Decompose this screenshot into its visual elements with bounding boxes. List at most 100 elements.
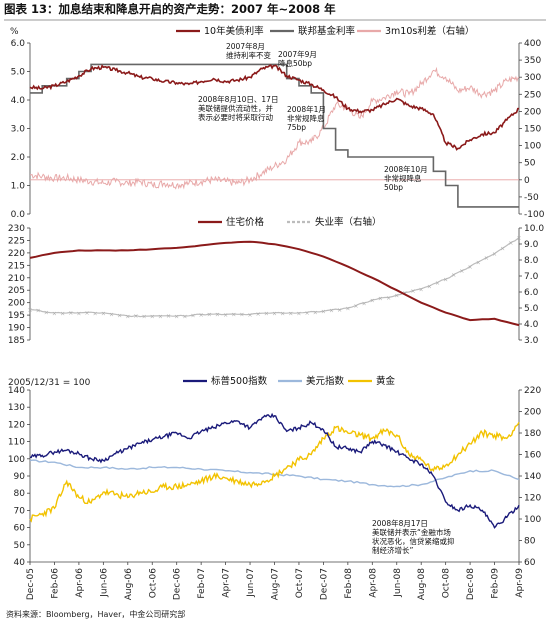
top-panel-left-tick-label: 1.0: [11, 182, 26, 192]
x-tick-label: Apr-09: [515, 568, 525, 598]
bottom-panel-left-tick-label: 40: [14, 558, 26, 568]
bottom-panel-left-tick-label: 130: [8, 403, 25, 413]
series-unemployment-marker: ×: [337, 307, 342, 314]
top-panel-left-tick-label: 5.0: [11, 68, 26, 78]
series-unemployment-marker: ×: [239, 312, 244, 319]
x-tick-label: Dec-06: [173, 568, 183, 600]
series-unemployment-marker: ×: [468, 264, 473, 271]
bottom-panel-legend-label: 标普500指数: [211, 375, 268, 387]
series-sp500-line: [29, 412, 520, 529]
x-tick-label: Dec-08: [466, 568, 476, 600]
middle-panel-legend-label: 住宅价格: [226, 216, 265, 228]
top-panel-annotation-line: 2008年10月: [384, 164, 428, 174]
middle-panel-left-tick-label: 195: [8, 311, 25, 321]
top-panel-annotation-line: 2007年9月: [278, 49, 317, 59]
series-unemployment-marker: ×: [199, 312, 204, 319]
top-panel-annotation-line: 50bp: [384, 183, 403, 192]
top-panel-annotation-line: 非常规降息: [287, 113, 325, 123]
middle-panel-right-tick-label: 10.0: [524, 224, 544, 234]
top-panel-annotation-line: 维持利率不变: [226, 50, 271, 60]
x-tick-label: Dec-07: [319, 568, 329, 600]
middle-panel-left-tick-label: 210: [8, 274, 25, 284]
bottom-panel-left-tick-label: 120: [8, 420, 25, 430]
top-panel-legend-item: 联邦基金利率: [270, 25, 356, 37]
middle-panel-right-tick-label: 5.0: [524, 304, 539, 314]
bottom-panel-legend-item: 黄金: [348, 375, 396, 387]
middle-panel-left-tick-label: 200: [8, 299, 25, 309]
x-tick-label: Jun-08: [393, 568, 403, 598]
top-panel-left-tick-label: 2.0: [11, 153, 26, 163]
series-unemployment-marker: ×: [166, 313, 171, 320]
series-unemployment-marker: ×: [101, 310, 106, 317]
series-unemployment-marker: ×: [182, 314, 187, 321]
series-unemployment-marker: ×: [329, 307, 334, 314]
series-unemployment-marker: ×: [109, 311, 114, 318]
x-tick-label: Oct-06: [148, 568, 158, 599]
middle-panel-left-tick-label: 225: [8, 236, 25, 246]
bottom-panel-legend-label: 美元指数: [306, 375, 345, 387]
bottom-panel-annotation-line: 美联储并表示“金融市场: [372, 527, 451, 537]
bottom-panel-left-tick-label: 50: [14, 541, 26, 551]
top-panel-annotation-line: 非常规降息: [384, 173, 422, 183]
series-unemployment-marker: ×: [248, 312, 253, 319]
bottom-panel-left-tick-label: 80: [14, 489, 26, 499]
middle-panel-left-tick-label: 215: [8, 261, 25, 271]
top-panel-legend-label: 10年美债利率: [204, 25, 264, 37]
series-unemployment-marker: ×: [288, 310, 293, 317]
series-unemployment-marker: ×: [370, 298, 375, 305]
bottom-panel-left-tick-label: 60: [14, 524, 26, 534]
x-tick-label: Aug-08: [417, 568, 427, 601]
x-tick-label: Feb-08: [344, 568, 354, 599]
top-panel-left-tick-label: 6.0: [11, 39, 26, 49]
x-tick-label: Oct-07: [295, 568, 305, 598]
series-unemployment-marker: ×: [353, 303, 358, 310]
bottom-panel-right-tick-label: 120: [524, 494, 541, 504]
top-panel-right-tick-label: 400: [524, 39, 541, 49]
series-unemployment-marker: ×: [117, 313, 122, 320]
top-panel-left-tick-label: 3.0: [11, 125, 26, 135]
x-tick-label: Oct-08: [442, 568, 452, 599]
bottom-panel-legend-item: 标普500指数: [183, 375, 268, 387]
top-panel-annotation-line: 美联储提供流动性，并: [198, 103, 273, 113]
top-panel-right-tick-label: -100: [524, 210, 545, 220]
series-unemployment-marker: ×: [500, 246, 505, 253]
bottom-panel-left-tick-label: 90: [14, 472, 26, 482]
bottom-panel-left-tick-label: 140: [8, 386, 25, 396]
bottom-panel-left-tick-label: 70: [14, 506, 26, 516]
middle-panel-right-tick-label: 8.0: [524, 256, 539, 266]
x-tick-label: Apr-07: [222, 568, 232, 598]
x-tick-label: Apr-08: [368, 568, 378, 598]
bottom-panel-right-tick-label: 200: [524, 408, 541, 418]
series-unemployment-marker: ×: [451, 272, 456, 279]
top-panel-legend-label: 联邦基金利率: [298, 25, 356, 37]
series-unemployment-marker: ×: [280, 311, 285, 318]
middle-panel-right-tick-label: 9.0: [524, 240, 539, 250]
series-unemployment-marker: ×: [419, 286, 424, 293]
series-unemployment-marker: ×: [93, 310, 98, 317]
x-tick-label: Jun-06: [99, 568, 109, 598]
series-unemployment-marker: ×: [44, 310, 49, 317]
top-panel-right-tick-label: 250: [524, 90, 541, 100]
top-panel-right-tick-label: 150: [524, 125, 541, 135]
top-panel-left-tick-label: 0.0: [11, 210, 26, 220]
bottom-panel-axes: 40 50 60 70 80 90 100 110 120 130 140 60 80 100 120 140…: [8, 386, 542, 568]
series-fed-funds-line: [30, 63, 519, 208]
series-unemployment-marker: ×: [411, 288, 416, 295]
series-unemployment-marker: ×: [76, 310, 81, 317]
series-unemployment-marker: ×: [305, 310, 310, 317]
series-unemployment-marker: ×: [85, 310, 90, 317]
middle-panel-legend-item: 住宅价格: [198, 216, 265, 228]
series-unemployment-marker: ×: [223, 312, 228, 319]
top-panel-right-tick-label: 350: [524, 56, 541, 66]
bottom-panel-right-tick-label: 60: [524, 558, 536, 568]
series-unemployment-marker: ×: [150, 314, 155, 321]
series-unemployment-marker: ×: [378, 295, 383, 302]
series-unemployment-marker: ×: [125, 314, 130, 321]
figure-title: 图表 13：加息结束和降息开启的资产走势：2007 年~2008 年: [4, 2, 336, 16]
top-panel-right-tick-label: -50: [524, 193, 539, 203]
bottom-panel-right-tick-label: 140: [524, 472, 541, 482]
bottom-panel-right-tick-label: 100: [524, 515, 541, 525]
top-panel-right-tick-label: 200: [524, 107, 541, 117]
